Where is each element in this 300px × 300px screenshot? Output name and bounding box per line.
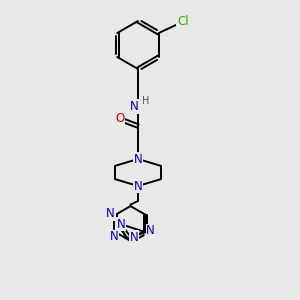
Text: N: N [146, 224, 155, 237]
Text: N: N [106, 207, 115, 220]
Text: Cl: Cl [177, 15, 189, 28]
Text: N: N [110, 230, 118, 244]
Text: O: O [116, 112, 124, 125]
Text: N: N [134, 152, 142, 166]
Text: N: N [130, 231, 139, 244]
Text: N: N [130, 100, 139, 113]
Text: N: N [134, 179, 142, 193]
Text: H: H [142, 96, 149, 106]
Text: N: N [116, 218, 125, 231]
